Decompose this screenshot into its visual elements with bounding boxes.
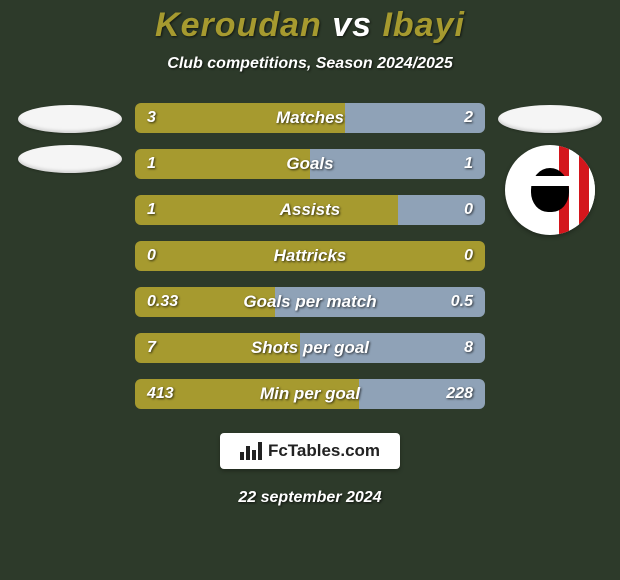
stat-overlay: 0.33Goals per match0.5 [135, 287, 485, 317]
stat-name-label: Hattricks [135, 246, 485, 266]
stat-overlay: 0Hattricks0 [135, 241, 485, 271]
date-label: 22 september 2024 [238, 489, 381, 507]
stat-name-label: Shots per goal [135, 338, 485, 358]
stat-overlay: 1Assists0 [135, 195, 485, 225]
content-wrapper: Keroudan vs Ibayi Club competitions, Sea… [0, 0, 620, 580]
left-side-column [15, 103, 125, 173]
stat-name-label: Goals per match [135, 292, 485, 312]
stat-name-label: Goals [135, 154, 485, 174]
stat-name-label: Matches [135, 108, 485, 128]
main-row: 3Matches2 1Goals1 1Assists0 0Hattricks0 0.33… [0, 103, 620, 409]
logo-moor-head-icon [531, 168, 569, 212]
stat-name-label: Assists [135, 200, 485, 220]
subtitle: Club competitions, Season 2024/2025 [167, 55, 452, 73]
player-placeholder-ellipse [498, 105, 602, 133]
right-side-column [495, 103, 605, 235]
stat-bar: 0.33Goals per match0.5 [135, 287, 485, 317]
title-vs: vs [332, 6, 372, 44]
player-placeholder-ellipse [18, 105, 122, 133]
stat-bar: 3Matches2 [135, 103, 485, 133]
bar-chart-icon [240, 442, 262, 460]
stat-overlay: 413Min per goal228 [135, 379, 485, 409]
team-placeholder-ellipse [18, 145, 122, 173]
stat-overlay: 1Goals1 [135, 149, 485, 179]
stat-overlay: 3Matches2 [135, 103, 485, 133]
stat-bar: 413Min per goal228 [135, 379, 485, 409]
brand-text: FcTables.com [268, 441, 380, 461]
team-logo [505, 145, 595, 235]
stats-column: 3Matches2 1Goals1 1Assists0 0Hattricks0 0.33… [135, 103, 485, 409]
brand-card: FcTables.com [220, 433, 400, 469]
page-title: Keroudan vs Ibayi [155, 6, 465, 45]
stat-overlay: 7Shots per goal8 [135, 333, 485, 363]
title-left: Keroudan [155, 6, 322, 44]
stat-name-label: Min per goal [135, 384, 485, 404]
stat-bar: 1Assists0 [135, 195, 485, 225]
stat-bar: 1Goals1 [135, 149, 485, 179]
stat-bar: 7Shots per goal8 [135, 333, 485, 363]
stat-bar: 0Hattricks0 [135, 241, 485, 271]
title-right: Ibayi [382, 6, 464, 44]
